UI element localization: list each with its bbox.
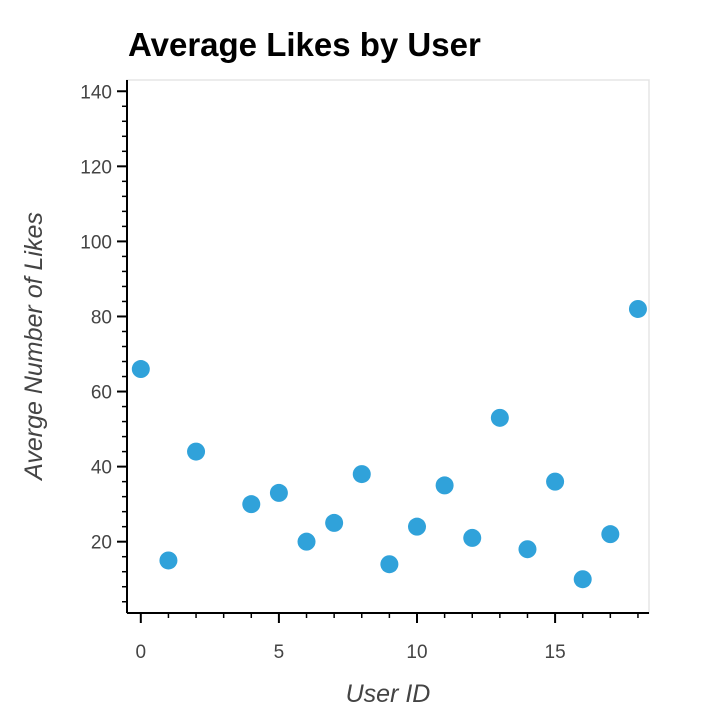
data-point: [546, 472, 565, 491]
data-point: [131, 360, 150, 379]
data-point: [628, 299, 647, 318]
y-axis-ticks: 20 40 60 80 100 120 140: [80, 82, 127, 603]
data-point: [518, 540, 537, 559]
data-point: [490, 408, 509, 427]
data-point: [242, 495, 261, 514]
data-point: [325, 513, 344, 532]
data-point: [408, 517, 426, 536]
chart-title: Average Likes by User: [128, 26, 481, 63]
x-tick-label: 5: [274, 642, 285, 663]
x-tick-label: 10: [406, 642, 427, 663]
y-tick-label: 120: [80, 157, 112, 178]
plot-frame: [126, 79, 650, 614]
data-point: [269, 483, 288, 502]
y-tick-label: 20: [91, 533, 112, 554]
data-point: [435, 476, 454, 495]
data-point: [352, 465, 371, 484]
x-axis-ticks: 0 5 10 15: [136, 613, 639, 663]
y-tick-label: 60: [91, 383, 112, 404]
y-tick-label: 80: [91, 307, 112, 328]
data-point: [187, 442, 206, 461]
y-tick-label: 40: [91, 458, 112, 479]
data-point: [297, 532, 316, 551]
data-point: [573, 570, 592, 589]
data-points: [131, 299, 647, 589]
data-point: [463, 528, 482, 547]
x-axis-label: User ID: [346, 680, 431, 708]
data-point: [380, 555, 399, 574]
y-tick-label: 140: [80, 82, 112, 103]
data-point: [159, 551, 178, 570]
x-tick-label: 0: [136, 642, 147, 663]
data-point: [601, 525, 620, 544]
y-axis-label: Averge Number of Likes: [20, 212, 48, 482]
x-tick-label: 15: [545, 642, 566, 663]
y-tick-label: 100: [80, 232, 112, 253]
